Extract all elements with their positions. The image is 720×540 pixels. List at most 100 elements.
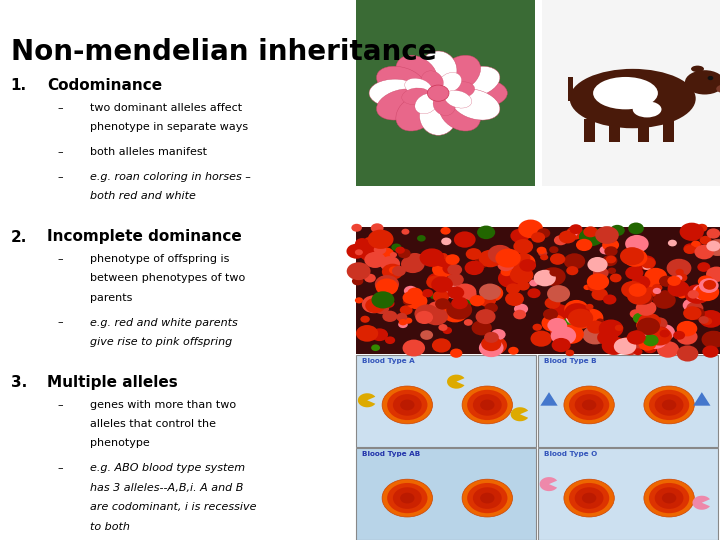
Circle shape <box>395 247 405 254</box>
Circle shape <box>486 341 505 355</box>
Circle shape <box>641 258 655 268</box>
Circle shape <box>649 269 660 277</box>
Circle shape <box>404 286 418 296</box>
Circle shape <box>638 313 661 330</box>
Circle shape <box>399 319 408 326</box>
Circle shape <box>536 247 546 254</box>
Circle shape <box>389 266 399 274</box>
Circle shape <box>529 280 539 286</box>
Circle shape <box>469 295 485 306</box>
Wedge shape <box>693 496 710 510</box>
Circle shape <box>533 323 542 331</box>
Circle shape <box>371 328 388 341</box>
Circle shape <box>479 284 501 300</box>
Ellipse shape <box>377 89 425 120</box>
Text: Blood Type O: Blood Type O <box>544 451 597 457</box>
Circle shape <box>462 386 513 424</box>
Circle shape <box>642 330 667 349</box>
Text: –: – <box>58 103 63 113</box>
Circle shape <box>466 248 482 260</box>
Circle shape <box>693 284 714 300</box>
Circle shape <box>643 343 657 353</box>
Circle shape <box>433 290 449 303</box>
Circle shape <box>625 235 649 253</box>
Circle shape <box>582 326 608 345</box>
Circle shape <box>456 284 467 293</box>
Ellipse shape <box>439 94 480 131</box>
Circle shape <box>531 232 545 242</box>
Circle shape <box>688 307 705 320</box>
Circle shape <box>558 325 584 344</box>
Circle shape <box>657 341 679 357</box>
Circle shape <box>391 244 402 251</box>
Circle shape <box>456 299 471 310</box>
Ellipse shape <box>396 55 437 92</box>
Circle shape <box>500 267 513 276</box>
Circle shape <box>630 309 642 319</box>
Ellipse shape <box>593 77 658 109</box>
Circle shape <box>476 309 495 324</box>
Circle shape <box>685 285 711 304</box>
Text: genes with more than two: genes with more than two <box>90 400 236 410</box>
Circle shape <box>432 261 454 278</box>
Circle shape <box>633 313 648 324</box>
Circle shape <box>633 328 651 342</box>
Ellipse shape <box>433 94 455 116</box>
Circle shape <box>363 237 379 248</box>
FancyBboxPatch shape <box>663 119 675 141</box>
Circle shape <box>479 250 502 267</box>
Circle shape <box>614 338 636 355</box>
Circle shape <box>371 345 380 351</box>
Circle shape <box>382 479 433 517</box>
Text: parents: parents <box>90 293 132 303</box>
Circle shape <box>406 293 428 309</box>
Circle shape <box>479 294 496 307</box>
Circle shape <box>408 288 423 299</box>
Circle shape <box>608 268 616 274</box>
Circle shape <box>538 249 547 256</box>
Circle shape <box>683 298 701 312</box>
Circle shape <box>635 279 657 295</box>
Circle shape <box>564 303 590 322</box>
Circle shape <box>631 275 650 290</box>
Circle shape <box>415 305 440 323</box>
Circle shape <box>549 293 558 299</box>
Circle shape <box>652 284 662 292</box>
Circle shape <box>374 245 387 254</box>
Circle shape <box>473 394 502 416</box>
Circle shape <box>617 336 642 355</box>
Wedge shape <box>540 477 557 491</box>
Text: –: – <box>58 147 63 157</box>
Circle shape <box>397 316 405 322</box>
Circle shape <box>606 255 616 264</box>
Circle shape <box>694 245 714 259</box>
Circle shape <box>649 390 689 420</box>
Circle shape <box>677 321 697 336</box>
Circle shape <box>676 329 698 345</box>
Circle shape <box>644 268 667 285</box>
Circle shape <box>677 346 698 362</box>
Circle shape <box>652 324 675 341</box>
Circle shape <box>653 292 676 309</box>
Circle shape <box>402 340 425 356</box>
Circle shape <box>472 320 492 335</box>
Wedge shape <box>447 375 464 389</box>
Text: –: – <box>58 463 63 474</box>
Text: e.g. red and white parents: e.g. red and white parents <box>90 318 238 328</box>
Circle shape <box>648 331 662 342</box>
Circle shape <box>480 400 495 410</box>
Circle shape <box>678 292 687 299</box>
Circle shape <box>688 290 699 299</box>
Circle shape <box>667 280 690 297</box>
Text: both alleles manifest: both alleles manifest <box>90 147 207 157</box>
Circle shape <box>454 231 476 248</box>
Circle shape <box>519 259 536 272</box>
Text: –: – <box>58 172 63 182</box>
Circle shape <box>662 400 676 410</box>
Circle shape <box>480 285 503 302</box>
Ellipse shape <box>451 89 500 120</box>
Circle shape <box>355 249 363 255</box>
Text: Codominance: Codominance <box>47 78 162 93</box>
Text: phenotype in separate ways: phenotype in separate ways <box>90 122 248 132</box>
Ellipse shape <box>444 90 472 108</box>
